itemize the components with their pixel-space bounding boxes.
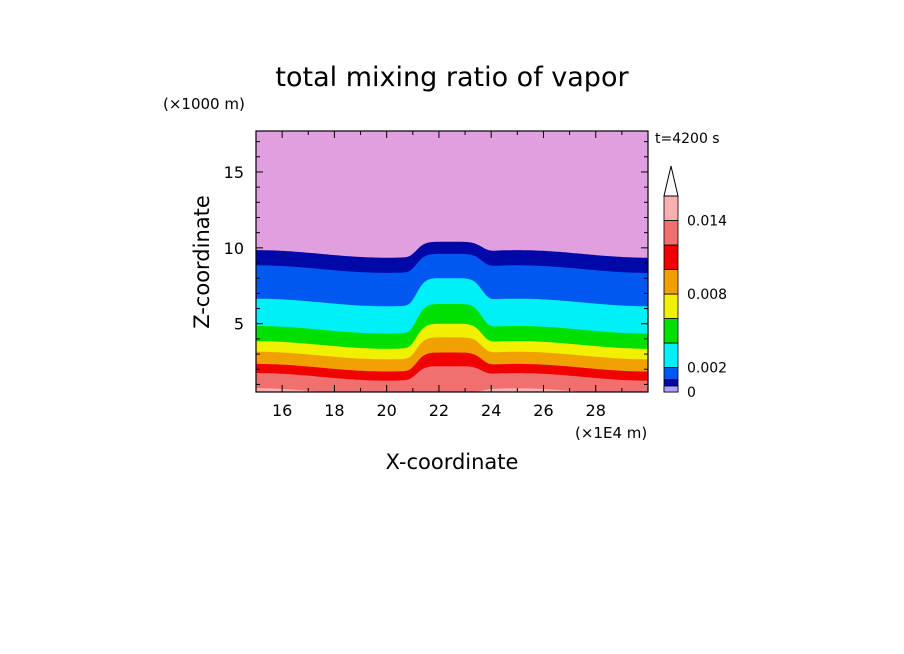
plot-frame [255,130,649,393]
y-tick-label: 10 [224,239,244,258]
x-axis-label: X-coordinate [386,450,519,474]
x-tick-label: 16 [272,401,292,420]
y-tick-label: 5 [234,315,244,334]
colorbar-extend-arrow [663,165,679,197]
y-axis-label: Z-coordinate [190,195,214,329]
x-unit-label: (×1E4 m) [575,424,647,442]
y-tick-label: 15 [224,163,244,182]
x-tick-labels: 16 18 20 22 24 26 28 [272,401,606,420]
y-unit-label: (×1000 m) [163,95,245,113]
y-tick-labels: 5 10 15 [224,163,244,334]
colorbar-label: 0.008 [687,287,727,303]
colorbar-label: 0.014 [687,214,727,230]
x-tick-label: 22 [429,401,449,420]
colorbar-segment [663,269,679,295]
contour-band-7 [256,366,648,392]
colorbar-segment [663,195,679,221]
colorbar-segment [663,367,679,381]
contour-band-8 [256,388,648,392]
x-tick-label: 28 [586,401,606,420]
colorbar-segment [663,342,679,368]
colorbar: 0 0.002 0.008 0.014 [663,165,727,401]
colorbar-segment [663,318,679,344]
colorbar-segment [663,220,679,246]
x-tick-label: 26 [533,401,553,420]
x-tick-label: 20 [376,401,396,420]
colorbar-label: 0.002 [687,361,727,377]
colorbar-segment [663,293,679,319]
x-tick-label: 18 [324,401,344,420]
chart-title: total mixing ratio of vapor [275,62,629,93]
colorbar-segment [663,244,679,270]
colorbar-segment-lowest [663,385,679,393]
colorbar-label: 0 [687,385,696,401]
time-label: t=4200 s [655,131,720,147]
plot-area [255,130,649,393]
x-tick-label: 24 [481,401,501,420]
